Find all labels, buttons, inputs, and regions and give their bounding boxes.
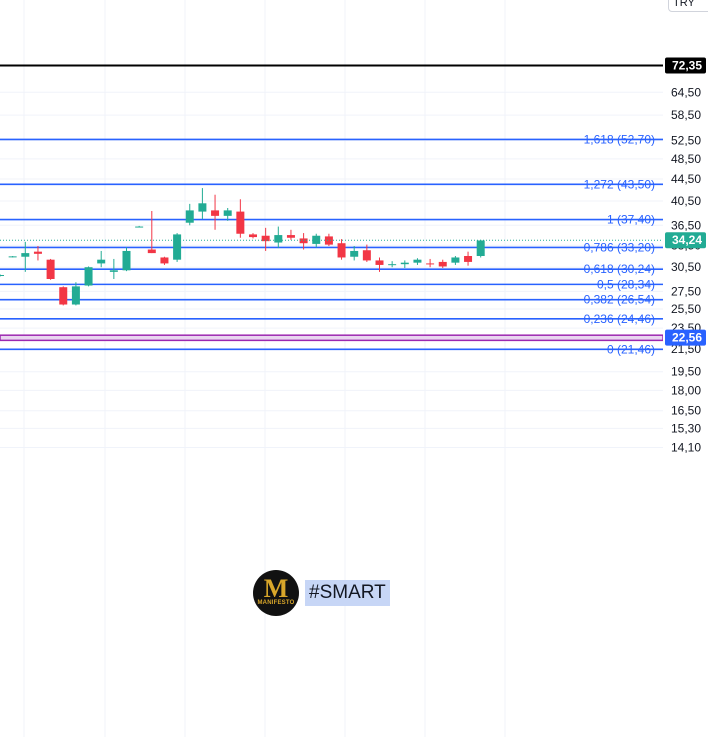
price-axis-ticks: 64,5058,5052,5048,5044,5040,5036,5033,50… — [671, 85, 701, 454]
last-price-badge-text: 34,24 — [672, 233, 702, 247]
fib-label-6: 0,382 (26,54) — [584, 293, 655, 307]
fibonacci-levels: 1,618 (52,70) 1,272 (43,50) 1 (37,40) 0,786… — [0, 132, 663, 356]
y-tick-label-9: 27,50 — [671, 284, 701, 298]
candle-body-24 — [299, 238, 308, 244]
y-tick-label-8: 30,50 — [671, 260, 701, 274]
candle-body-30 — [375, 260, 384, 265]
candle-body-29 — [362, 250, 371, 261]
price-band — [0, 334, 664, 342]
candle-body-27 — [337, 243, 346, 258]
manifesto-logo: M MANIFESTO — [253, 570, 299, 616]
candle-body-12 — [147, 249, 156, 254]
candle-body-1 — [8, 256, 17, 258]
candle-body-4 — [46, 259, 55, 279]
y-tick-label-4: 44,50 — [671, 172, 701, 186]
y-tick-label-5: 40,50 — [671, 194, 701, 208]
fib-label-8: 0 (21,46) — [607, 342, 655, 356]
candle-body-16 — [198, 203, 207, 212]
candle-body-14 — [173, 234, 182, 260]
currency-selector[interactable]: TRY — [668, 0, 708, 12]
candle-body-5 — [59, 287, 68, 305]
candlesticks — [0, 188, 485, 306]
candle-body-22 — [274, 235, 283, 243]
candle-body-23 — [286, 235, 295, 238]
candle-body-13 — [160, 257, 169, 264]
band-price-badge-text: 22,56 — [672, 331, 702, 345]
candle-body-9 — [109, 270, 118, 272]
fib-label-7: 0,236 (24,46) — [584, 312, 655, 326]
candle-body-37 — [464, 256, 473, 262]
candle-body-15 — [185, 210, 194, 223]
y-tick-label-14: 18,00 — [671, 383, 701, 397]
brand-watermark: M MANIFESTO #SMART — [253, 570, 390, 616]
logo-letter: M — [263, 574, 289, 603]
logo-text: MANIFESTO — [257, 600, 295, 606]
y-tick-label-6: 36,50 — [671, 218, 701, 232]
top-price-badge-0-bg — [665, 57, 706, 74]
fib-label-2: 1 (37,40) — [607, 213, 655, 227]
fib-label-4: 0,618 (30,24) — [584, 262, 655, 276]
fib-label-0: 1,618 (52,70) — [584, 132, 655, 146]
candle-body-36 — [451, 257, 460, 263]
price-badges: 72,35 34,24 22,56 — [665, 57, 706, 346]
fib-label-3: 0,786 (33,20) — [584, 240, 655, 254]
candle-body-32 — [400, 262, 409, 265]
candle-body-28 — [350, 250, 359, 257]
y-tick-label-3: 48,50 — [671, 152, 701, 166]
candle-body-10 — [122, 250, 131, 271]
candle-body-26 — [324, 236, 333, 245]
candle-body-20 — [249, 234, 257, 238]
fib-label-1: 1,272 (43,50) — [584, 177, 655, 191]
candle-body-31 — [388, 264, 397, 266]
y-tick-label-17: 14,10 — [671, 440, 701, 454]
candle-body-7 — [84, 267, 93, 286]
candle-body-25 — [312, 235, 321, 244]
candle-body-38 — [476, 240, 485, 257]
price-axis-background — [663, 0, 708, 737]
grid-lines — [0, 0, 663, 737]
band-price-badge-bg — [665, 329, 706, 346]
y-tick-label-1: 58,50 — [671, 108, 701, 122]
candle-body-18 — [223, 210, 232, 216]
candle-body-33 — [413, 259, 422, 263]
fib-label-5: 0,5 (28,34) — [597, 277, 655, 291]
candle-body-19 — [236, 211, 245, 234]
candle-body-17 — [211, 210, 220, 216]
hashtag-label: #SMART — [305, 580, 390, 606]
candle-body-0 — [0, 275, 4, 277]
candle-body-8 — [97, 259, 106, 264]
y-tick-label-13: 19,50 — [671, 365, 701, 379]
top-price-badge-0-text: 72,35 — [672, 58, 702, 72]
y-tick-label-16: 15,30 — [671, 421, 701, 435]
candle-body-6 — [71, 286, 80, 305]
last-price-badge-bg — [665, 232, 706, 249]
y-tick-label-15: 16,50 — [671, 404, 701, 418]
candle-body-35 — [438, 261, 447, 267]
candle-body-3 — [33, 251, 42, 254]
price-axis[interactable] — [663, 0, 708, 737]
currency-label: TRY — [673, 0, 695, 9]
candle-body-11 — [135, 226, 144, 228]
y-tick-label-0: 64,50 — [671, 85, 701, 99]
purple-band — [0, 334, 664, 342]
candle-body-2 — [21, 253, 30, 257]
candle-body-34 — [426, 263, 435, 265]
y-tick-label-2: 52,50 — [671, 133, 701, 147]
candle-body-21 — [261, 235, 270, 242]
y-tick-label-10: 25,50 — [671, 302, 701, 316]
